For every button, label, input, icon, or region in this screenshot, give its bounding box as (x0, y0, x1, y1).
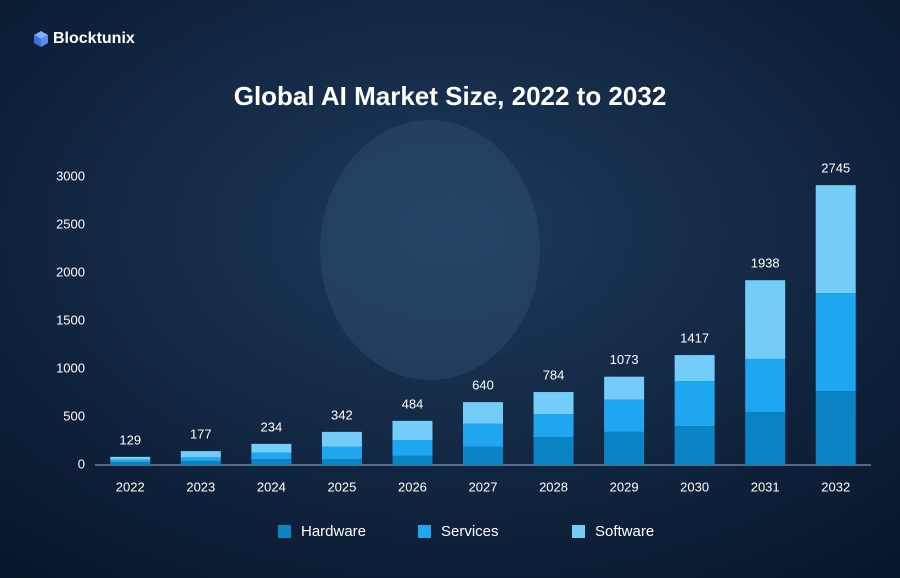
bar-segment (463, 446, 503, 465)
x-tick-label: 2023 (186, 479, 215, 494)
bar-segment (745, 412, 786, 465)
legend-swatch (278, 525, 291, 538)
bar-segment (533, 392, 574, 415)
x-tick-label: 2022 (116, 479, 145, 494)
bar-segment (745, 280, 786, 359)
bar-segment (392, 420, 433, 441)
brain-decoration (320, 120, 540, 380)
total-label: 784 (543, 367, 565, 382)
total-label: 640 (472, 378, 494, 393)
bar-segment (180, 451, 221, 458)
y-tick-label: 1500 (56, 312, 85, 327)
total-label: 1073 (610, 352, 639, 367)
bar-segment (180, 461, 221, 465)
bar-segment (604, 376, 645, 400)
bar-segment (321, 459, 362, 465)
legend-label: Hardware (301, 523, 366, 540)
bar-segment (392, 455, 433, 465)
y-tick-label: 3000 (56, 168, 85, 183)
bar-segment (604, 431, 645, 465)
total-label: 1938 (751, 256, 780, 271)
bar-segment (180, 457, 221, 462)
x-tick-label: 2029 (610, 479, 639, 494)
bar-segment (815, 185, 856, 294)
bar-segment (815, 391, 856, 465)
x-tick-label: 2025 (327, 479, 356, 494)
x-tick-label: 2027 (469, 479, 498, 494)
brand-name: Blocktunix (53, 30, 135, 47)
total-label: 342 (331, 407, 353, 422)
bar-segment (321, 431, 362, 447)
total-label: 1417 (680, 331, 709, 346)
brand-logo (34, 31, 48, 47)
legend-label: Services (441, 523, 499, 540)
y-tick-label: 500 (63, 408, 85, 423)
x-tick-label: 2030 (680, 479, 709, 494)
bar-segment (815, 293, 856, 392)
bar-segment (604, 399, 645, 432)
bar-segment (674, 426, 715, 465)
bar-segment (392, 440, 433, 456)
y-tick-label: 2500 (56, 216, 85, 231)
bar-segment (251, 443, 292, 453)
total-label: 484 (402, 396, 424, 411)
bar-segment (251, 452, 292, 460)
total-label: 234 (261, 419, 283, 434)
y-tick-label: 1000 (56, 360, 85, 375)
x-tick-label: 2032 (821, 479, 850, 494)
y-tick-label: 0 (78, 456, 85, 471)
bar-segment (110, 456, 151, 460)
bar-segment (533, 437, 574, 465)
legend-swatch (572, 525, 585, 538)
bar-segment (463, 402, 503, 424)
legend-swatch (418, 525, 431, 538)
bar-segment (463, 423, 503, 447)
y-tick-label: 2000 (56, 264, 85, 279)
x-tick-label: 2028 (539, 479, 568, 494)
total-label: 129 (119, 432, 141, 447)
x-tick-label: 2024 (257, 479, 286, 494)
legend-label: Software (595, 523, 654, 540)
bar-segment (674, 355, 715, 381)
bar-segment (745, 358, 786, 413)
bar-segment (533, 414, 574, 438)
total-label: 2745 (821, 161, 850, 176)
bar-segment (110, 459, 151, 463)
bar-segment (674, 381, 715, 427)
x-tick-label: 2031 (751, 479, 780, 494)
x-tick-label: 2026 (398, 479, 427, 494)
bar-segment (321, 446, 362, 460)
bar-segment (251, 459, 292, 465)
total-label: 177 (190, 427, 212, 442)
chart-title: Global AI Market Size, 2022 to 2032 (234, 81, 667, 111)
bar-segment (110, 462, 151, 465)
